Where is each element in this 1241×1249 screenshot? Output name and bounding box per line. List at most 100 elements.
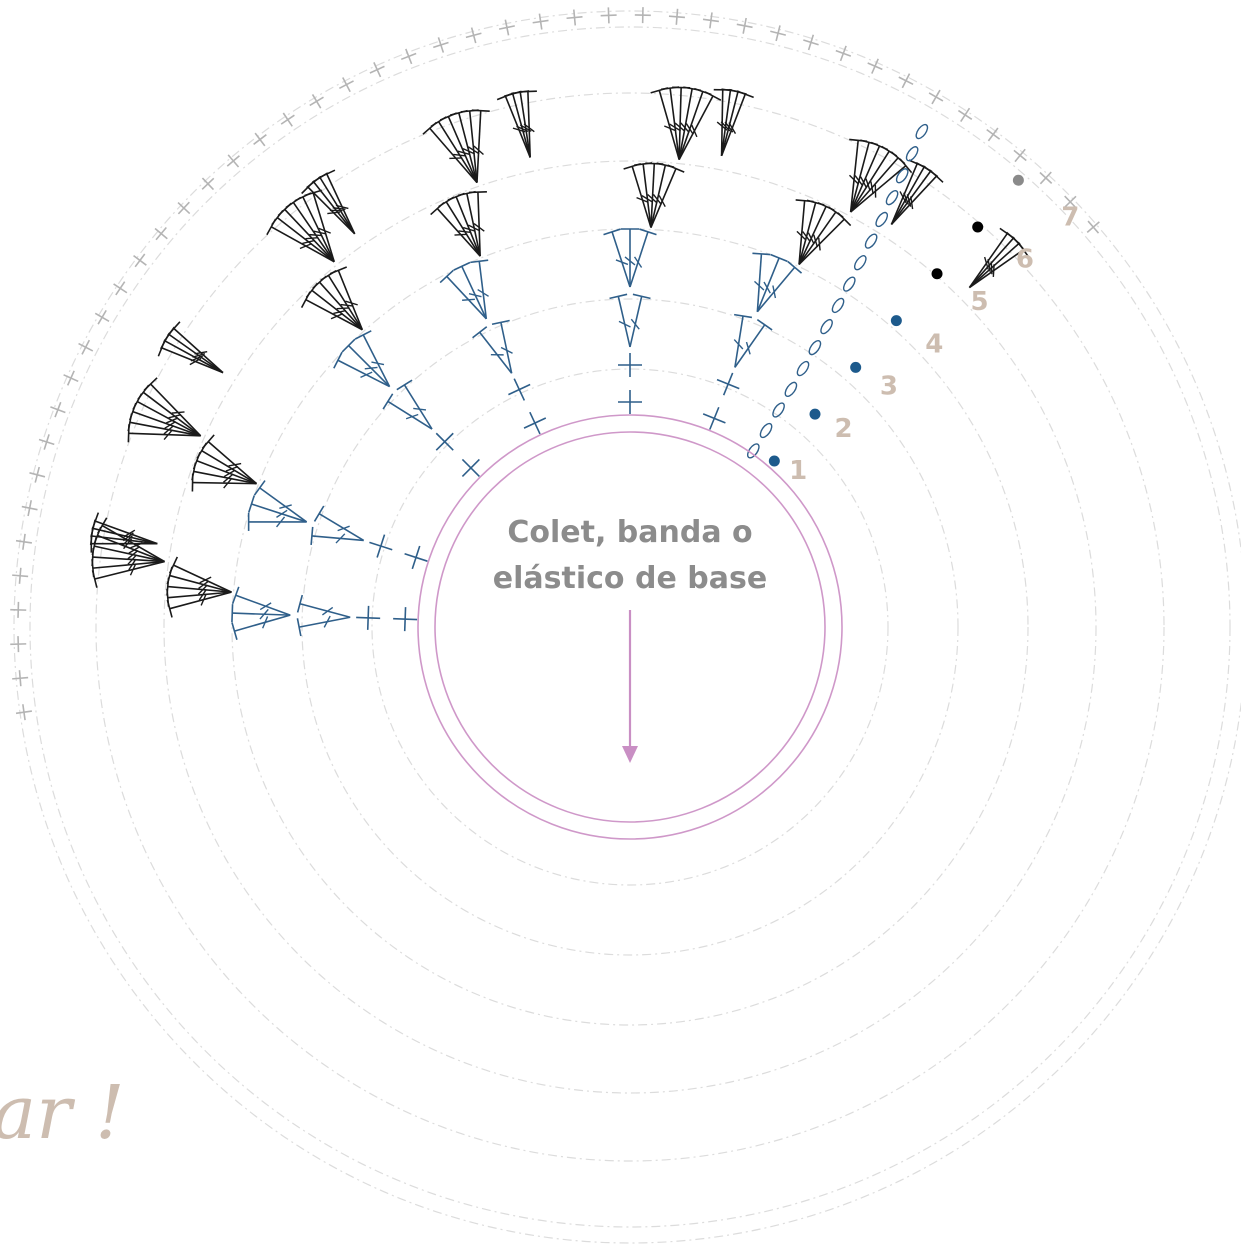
double-crochet-icon bbox=[756, 253, 788, 313]
single-crochet-icon bbox=[618, 390, 642, 414]
guide-circle bbox=[95, 92, 1165, 1162]
single-crochet-icon bbox=[356, 605, 381, 630]
guide-circle bbox=[371, 368, 889, 886]
chain-stitch-icon bbox=[885, 190, 899, 206]
double-crochet-icon bbox=[849, 141, 889, 213]
single-crochet-icon bbox=[400, 48, 417, 65]
round-number: 2 bbox=[835, 414, 853, 444]
single-crochet-icon bbox=[634, 7, 651, 24]
slip-stitch-icon bbox=[809, 408, 821, 420]
arrow-down-icon bbox=[622, 610, 638, 763]
single-crochet-icon bbox=[339, 77, 354, 93]
single-crochet-icon bbox=[435, 432, 454, 451]
single-crochet-icon bbox=[393, 607, 418, 632]
chain-stitch-icon bbox=[895, 168, 909, 184]
single-crochet-icon bbox=[770, 25, 787, 42]
double-crochet-icon bbox=[396, 379, 433, 430]
base-ring bbox=[417, 414, 843, 840]
guide-circle bbox=[163, 160, 1097, 1094]
single-crochet-icon bbox=[15, 533, 32, 550]
single-crochet-icon bbox=[10, 636, 27, 653]
double-crochet-icon bbox=[603, 228, 631, 288]
single-crochet-icon bbox=[154, 226, 168, 241]
single-crochet-icon bbox=[50, 401, 66, 418]
single-crochet-icon bbox=[280, 112, 295, 127]
single-crochet-icon bbox=[201, 177, 215, 191]
single-crochet-icon bbox=[736, 17, 753, 34]
single-crochet-icon bbox=[986, 127, 1001, 142]
double-crochet-icon bbox=[247, 495, 307, 523]
guide-circles bbox=[13, 10, 1241, 1244]
double-crochet-icon bbox=[650, 164, 685, 228]
single-crochet-icon bbox=[508, 378, 531, 401]
single-crochet-icon bbox=[369, 62, 385, 78]
single-crochet-icon bbox=[10, 601, 27, 618]
double-crochet-icon bbox=[201, 434, 258, 485]
single-crochet-icon bbox=[1063, 195, 1077, 209]
chain-stitch-icon bbox=[759, 422, 773, 439]
chain-stitch-icon bbox=[915, 123, 929, 140]
base-label-line1: Colet, banda o bbox=[507, 515, 752, 550]
double-crochet-icon bbox=[354, 330, 391, 387]
double-crochet-icon bbox=[167, 321, 224, 374]
slip-stitch-icon bbox=[850, 361, 862, 373]
double-crochet-icon bbox=[629, 228, 657, 288]
double-crochet-icon bbox=[798, 212, 852, 266]
single-crochet-icon bbox=[63, 370, 79, 386]
chain-stitch-icon bbox=[772, 402, 785, 418]
single-crochet-icon bbox=[566, 9, 583, 26]
double-crochet-icon bbox=[341, 338, 391, 388]
double-crochet-icon bbox=[470, 259, 489, 319]
double-crochet-icon bbox=[756, 260, 803, 313]
double-crochet-icon bbox=[294, 192, 335, 263]
base-label-line2: elástico de base bbox=[493, 561, 767, 596]
double-crochet-icon bbox=[310, 526, 364, 545]
single-crochet-icon bbox=[600, 7, 617, 24]
stitch-symbols bbox=[10, 7, 1100, 721]
slip-stitch-icon bbox=[768, 455, 780, 467]
single-crochet-icon bbox=[668, 8, 685, 25]
chain-stitch-icon bbox=[784, 381, 798, 397]
single-crochet-icon bbox=[498, 19, 515, 36]
single-crochet-icon bbox=[702, 406, 726, 430]
single-crochet-icon bbox=[15, 704, 32, 721]
round-number: 6 bbox=[1016, 245, 1034, 275]
double-crochet-icon bbox=[890, 169, 944, 225]
single-crochet-icon bbox=[369, 534, 393, 558]
double-crochet-icon bbox=[166, 566, 232, 593]
double-crochet-icon bbox=[439, 269, 487, 320]
single-crochet-icon bbox=[12, 567, 29, 584]
double-crochet-icon bbox=[231, 604, 291, 623]
single-crochet-icon bbox=[461, 458, 480, 477]
single-crochet-icon bbox=[716, 372, 740, 396]
guide-circle bbox=[13, 10, 1241, 1244]
double-crochet-icon bbox=[247, 512, 307, 531]
single-crochet-icon bbox=[433, 37, 449, 53]
double-crochet-icon bbox=[678, 91, 722, 160]
single-crochet-icon bbox=[803, 34, 819, 51]
double-crochet-icon bbox=[313, 505, 365, 542]
single-crochet-icon bbox=[702, 12, 719, 29]
double-crochet-icon bbox=[231, 614, 291, 640]
double-crochet-icon bbox=[296, 615, 351, 637]
double-crochet-icon bbox=[733, 313, 753, 368]
slip-stitch-icon bbox=[1012, 174, 1024, 186]
round-number: 4 bbox=[925, 329, 943, 359]
single-crochet-icon bbox=[21, 500, 38, 517]
single-crochet-icon bbox=[532, 13, 549, 30]
single-crochet-icon bbox=[1086, 220, 1100, 234]
single-crochet-icon bbox=[957, 107, 973, 123]
single-crochet-icon bbox=[465, 27, 482, 44]
round-number: 7 bbox=[1061, 202, 1079, 232]
single-crochet-icon bbox=[133, 253, 147, 268]
double-crochet-icon bbox=[968, 241, 1030, 289]
double-crochet-icon bbox=[305, 282, 363, 331]
round-number: 1 bbox=[789, 456, 807, 486]
chain-stitch-icon bbox=[853, 255, 867, 271]
guide-circle bbox=[29, 26, 1231, 1228]
single-crochet-icon bbox=[177, 201, 191, 215]
double-crochet-icon bbox=[471, 109, 490, 183]
double-crochet-icon bbox=[491, 319, 513, 374]
